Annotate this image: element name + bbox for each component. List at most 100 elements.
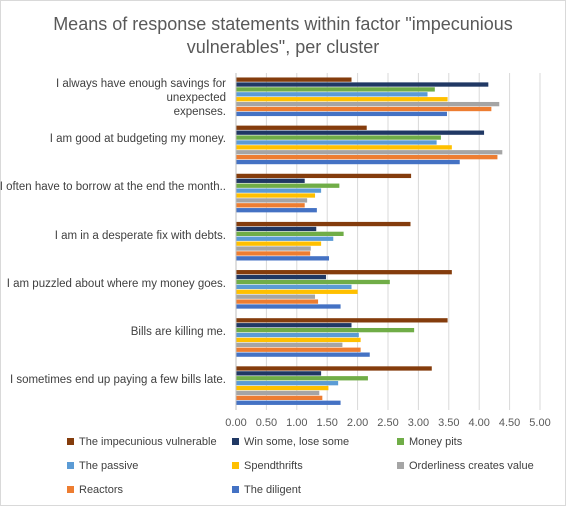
x-tick-label: 3.00: [408, 417, 429, 429]
legend-swatch: [232, 461, 239, 469]
bar: [236, 193, 316, 198]
bar: [236, 376, 368, 381]
bar: [236, 304, 341, 309]
bar: [236, 385, 329, 391]
category-label: Bills are killing me.: [0, 325, 226, 339]
legend-label: Orderliness creates value: [409, 460, 534, 472]
bar: [236, 246, 311, 251]
legend-swatch: [67, 485, 74, 493]
category-label: I always have enough savings for unexpec…: [0, 77, 226, 119]
category-label-line: I always have enough savings for unexpec…: [55, 78, 226, 105]
bar: [236, 226, 317, 232]
bar: [236, 327, 415, 333]
bar: [236, 231, 344, 236]
bar: [236, 92, 428, 97]
x-tick-label: 4.00: [468, 417, 489, 429]
bar: [236, 183, 340, 188]
bar: [236, 284, 352, 290]
category-label-line: I am in a desperate fix with debts.: [54, 229, 226, 242]
x-tick-label: 5.00: [529, 417, 550, 429]
bar: [236, 236, 334, 241]
bar: [236, 208, 317, 213]
category-label-line: Bills are killing me.: [130, 325, 226, 338]
bar: [236, 198, 308, 203]
bar: [236, 318, 448, 323]
bar: [236, 289, 358, 294]
bar: [236, 97, 448, 102]
bar: [236, 106, 492, 112]
chart-title-line-2: vulnerables", per cluster: [186, 37, 380, 57]
x-tick-label: 2.00: [347, 417, 368, 429]
bar: [236, 130, 485, 135]
legend-item: Money pits: [397, 436, 462, 448]
bar: [236, 77, 352, 82]
bar: [236, 125, 367, 130]
bar: [236, 274, 326, 280]
x-tick-label: 0.00: [225, 417, 246, 429]
category-label: I sometimes end up paying a few bills la…: [0, 373, 226, 387]
bar: [236, 294, 316, 299]
category-label: I often have to borrow at the end the mo…: [0, 180, 226, 194]
bar: [236, 82, 489, 87]
legend-item: Win some, lose some: [232, 436, 349, 448]
x-tick-label: 4.50: [499, 417, 520, 429]
legend-swatch: [232, 437, 239, 445]
bar: [236, 155, 498, 160]
bar: [236, 352, 370, 357]
bar: [236, 241, 322, 246]
bar: [236, 337, 361, 343]
legend-item: Orderliness creates value: [397, 460, 534, 472]
bar: [236, 395, 323, 401]
legend-swatch: [397, 461, 404, 469]
legend-swatch: [232, 485, 239, 493]
bar: [236, 203, 305, 208]
bar: [236, 371, 322, 376]
bar: [236, 140, 437, 145]
x-tick-label: 0.50: [256, 417, 277, 429]
x-tick-label: 1.50: [316, 417, 337, 429]
category-label: I am good at budgeting my money.: [0, 132, 226, 146]
legend-label: Win some, lose some: [244, 436, 350, 448]
bar: [236, 270, 452, 275]
category-label-line: I often have to borrow at the end the mo…: [0, 181, 226, 194]
bar: [236, 87, 435, 92]
bar: [236, 390, 320, 396]
bar: [236, 323, 352, 328]
bar: [236, 347, 361, 352]
category-label-line: I am puzzled about where my money goes.: [6, 277, 226, 290]
category-label: I am puzzled about where my money goes.: [0, 277, 226, 291]
bar: [236, 159, 460, 165]
bar: [236, 221, 411, 227]
bar: [236, 111, 447, 117]
legend-swatch: [397, 437, 404, 445]
bar: [236, 173, 412, 179]
legend-label: The impecunious vulnerable: [79, 436, 217, 448]
bar: [236, 145, 452, 150]
bar: [236, 251, 311, 256]
legend-item: The diligent: [232, 484, 301, 496]
bar: [236, 366, 432, 371]
bar: [236, 381, 339, 386]
bar: [236, 178, 305, 183]
category-label: I am in a desperate fix with debts.: [0, 229, 226, 243]
bar: [236, 332, 359, 338]
legend-label: Money pits: [409, 436, 463, 448]
legend-label: Reactors: [79, 484, 124, 496]
x-tick-label: 3.50: [438, 417, 459, 429]
x-tick-label: 2.50: [377, 417, 398, 429]
bar: [236, 188, 322, 193]
legend-label: Spendthrifts: [244, 460, 303, 472]
bar: [236, 279, 390, 285]
bar: [236, 150, 503, 155]
legend-swatch: [67, 461, 74, 469]
legend-label: The passive: [79, 460, 139, 472]
legend-item: The impecunious vulnerable: [67, 436, 217, 448]
bar: [236, 256, 330, 261]
bar: [236, 299, 319, 304]
legend-label: The diligent: [244, 484, 301, 496]
category-label-line: I am good at budgeting my money.: [49, 133, 226, 146]
legend-item: Reactors: [67, 484, 123, 496]
legend-swatch: [67, 437, 74, 445]
x-tick-label: 1.00: [286, 417, 307, 429]
